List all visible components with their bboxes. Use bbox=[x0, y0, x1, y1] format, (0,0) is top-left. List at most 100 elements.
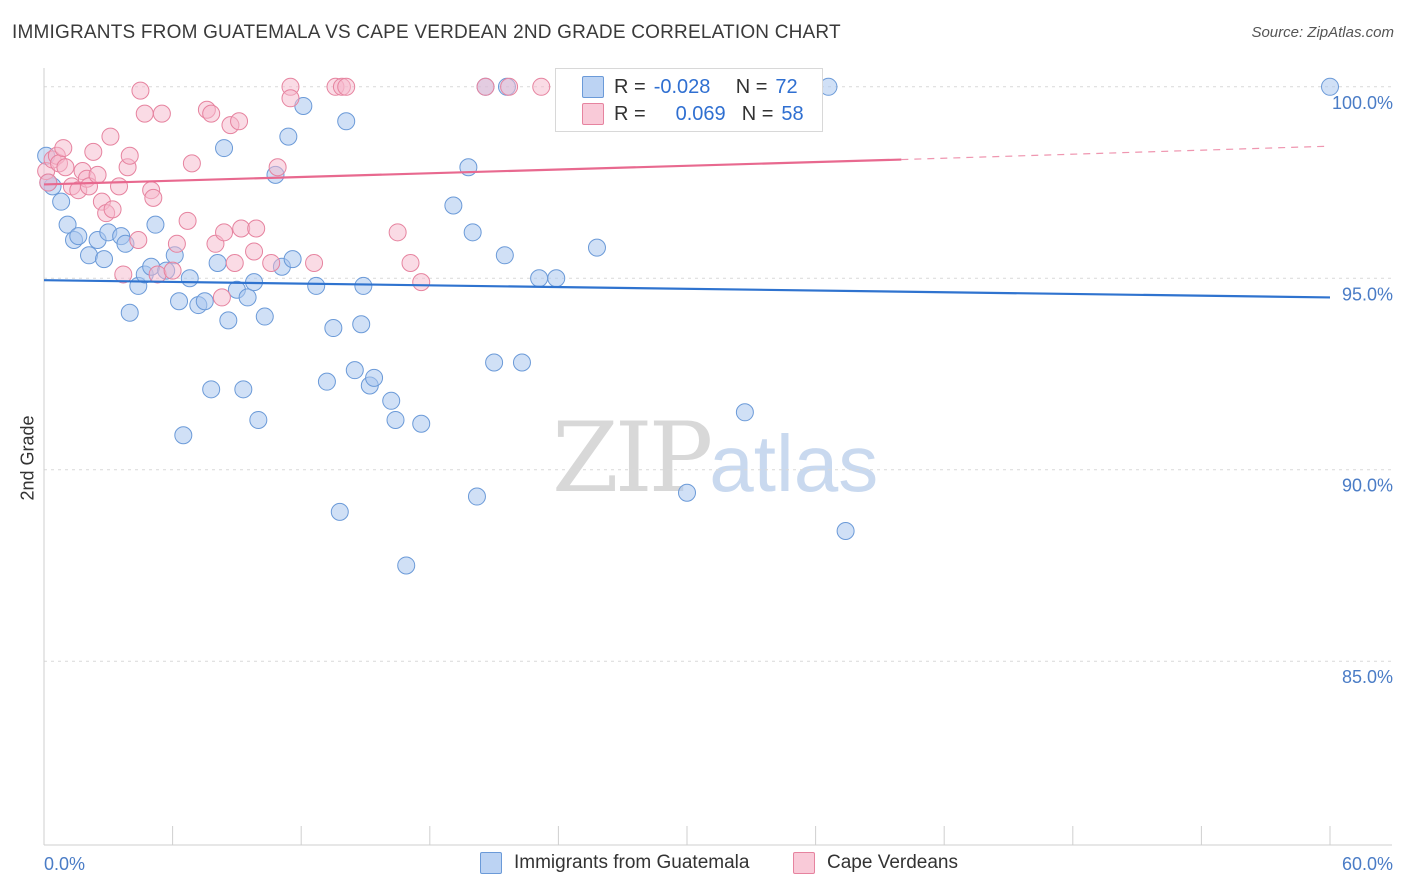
guatemala-point bbox=[180, 269, 199, 288]
axes bbox=[43, 68, 1392, 846]
cape-verdeans-point bbox=[54, 139, 73, 158]
grid-lines bbox=[44, 86, 1392, 662]
x-tick-label-min: 0.0% bbox=[44, 854, 85, 874]
cape-verdeans-point bbox=[110, 177, 129, 196]
legend-n-value: 58 bbox=[781, 102, 804, 125]
guatemala-point bbox=[238, 288, 257, 307]
cape-verdeans-point bbox=[84, 142, 103, 161]
guatemala-point bbox=[146, 215, 165, 234]
legend-row-cape-verdeans: R = 0.069 N = 58 bbox=[582, 101, 804, 127]
cape-verdeans-point bbox=[152, 104, 171, 123]
cape-verdeans-point bbox=[212, 288, 231, 307]
guatemala-point bbox=[512, 353, 531, 372]
cape-verdeans-point bbox=[178, 211, 197, 230]
y-tick-label: 90.0% bbox=[1342, 476, 1393, 496]
cape-verdeans-point bbox=[144, 188, 163, 207]
watermark-atlas: atlas bbox=[709, 419, 879, 508]
cape-verdeans-point bbox=[88, 165, 107, 184]
guatemala-point bbox=[219, 311, 238, 330]
cape-verdeans-point bbox=[182, 154, 201, 173]
cape-verdeans-point bbox=[401, 253, 420, 272]
guatemala-point bbox=[174, 426, 193, 445]
tick-labels: 85.0% 90.0% 95.0% 100.0% 0.0% 60.0% bbox=[44, 93, 1393, 874]
legend-item-guatemala: Immigrants from Guatemala bbox=[480, 852, 749, 874]
guatemala-point bbox=[836, 522, 855, 540]
cape-verdeans-point bbox=[101, 127, 120, 146]
cape-verdeans-point bbox=[148, 265, 167, 284]
y-tick-label: 100.0% bbox=[1332, 93, 1393, 113]
cape-verdeans-point bbox=[131, 81, 150, 100]
guatemala-point bbox=[58, 215, 77, 234]
guatemala-point bbox=[467, 487, 486, 506]
legend-item-label: Immigrants from Guatemala bbox=[514, 852, 750, 873]
guatemala-point bbox=[249, 410, 268, 429]
guatemala-point bbox=[678, 483, 696, 502]
correlation-legend: R = -0.028 N = 72 R = 0.069 N = 58 bbox=[555, 68, 823, 132]
guatemala-point bbox=[234, 380, 253, 399]
guatemala-point bbox=[382, 391, 401, 410]
guatemala-point bbox=[485, 353, 504, 372]
guatemala-point bbox=[95, 250, 114, 269]
cape-verdeans-trend-extension bbox=[901, 145, 1331, 161]
guatemala-trend-line bbox=[43, 279, 1331, 299]
cape-verdeans-point bbox=[56, 158, 75, 177]
guatemala-point bbox=[69, 227, 88, 246]
legend-item-cape-verdeans: Cape Verdeans bbox=[793, 852, 958, 874]
guatemala-point bbox=[202, 380, 221, 399]
cape-verdeans-point bbox=[129, 230, 148, 249]
cape-verdeans-point bbox=[388, 223, 407, 242]
legend-swatch-pink bbox=[582, 103, 604, 125]
guatemala-point bbox=[547, 269, 566, 288]
guatemala-point bbox=[354, 276, 373, 295]
cape-verdeans-point bbox=[135, 104, 154, 123]
cape-verdeans-point bbox=[202, 104, 221, 123]
cape-verdeans-point bbox=[337, 77, 356, 96]
y-tick-label: 95.0% bbox=[1342, 284, 1393, 304]
guatemala-point bbox=[330, 502, 349, 521]
cape-verdeans-point bbox=[305, 253, 324, 272]
cape-verdeans-point bbox=[167, 234, 186, 253]
cape-verdeans-point bbox=[500, 77, 519, 96]
cape-verdeans-point bbox=[245, 242, 264, 261]
guatemala-point bbox=[255, 307, 274, 326]
trend-lines bbox=[43, 145, 1331, 299]
legend-item-label: Cape Verdeans bbox=[827, 852, 958, 873]
guatemala-point bbox=[352, 315, 371, 334]
guatemala-point bbox=[337, 112, 356, 131]
guatemala-point bbox=[195, 292, 214, 311]
guatemala-point bbox=[345, 361, 364, 380]
guatemala-point bbox=[324, 319, 343, 338]
cape-verdeans-point bbox=[230, 112, 249, 131]
series-guatemala-points bbox=[37, 77, 1339, 575]
series-legend: Immigrants from Guatemala Cape Verdeans bbox=[0, 852, 1406, 878]
cape-verdeans-point bbox=[163, 261, 182, 280]
guatemala-point bbox=[735, 403, 754, 422]
guatemala-point bbox=[495, 246, 514, 265]
series-cape-verdeans-points bbox=[37, 77, 551, 307]
y-tick-label: 85.0% bbox=[1342, 667, 1393, 687]
legend-swatch-blue bbox=[582, 76, 604, 98]
guatemala-point bbox=[317, 372, 336, 391]
guatemala-point bbox=[215, 139, 234, 158]
cape-verdeans-point bbox=[412, 273, 431, 292]
guatemala-point bbox=[170, 292, 189, 311]
guatemala-point bbox=[463, 223, 482, 242]
legend-r-value: -0.028 bbox=[653, 75, 711, 98]
guatemala-point bbox=[279, 127, 298, 146]
guatemala-point bbox=[1321, 77, 1339, 96]
cape-verdeans-point bbox=[114, 265, 133, 284]
guatemala-point bbox=[587, 238, 606, 257]
cape-verdeans-point bbox=[225, 253, 244, 272]
cape-verdeans-point bbox=[281, 89, 300, 108]
guatemala-point bbox=[397, 556, 416, 575]
guatemala-point bbox=[530, 269, 549, 288]
guatemala-point bbox=[386, 410, 405, 429]
guatemala-point bbox=[80, 246, 99, 265]
legend-row-guatemala: R = -0.028 N = 72 bbox=[582, 74, 798, 100]
legend-n-label: N = bbox=[735, 75, 768, 98]
guatemala-point bbox=[283, 250, 302, 269]
chart-title: IMMIGRANTS FROM GUATEMALA VS CAPE VERDEA… bbox=[12, 22, 841, 43]
guatemala-point bbox=[444, 196, 463, 215]
guatemala-point bbox=[365, 368, 384, 387]
